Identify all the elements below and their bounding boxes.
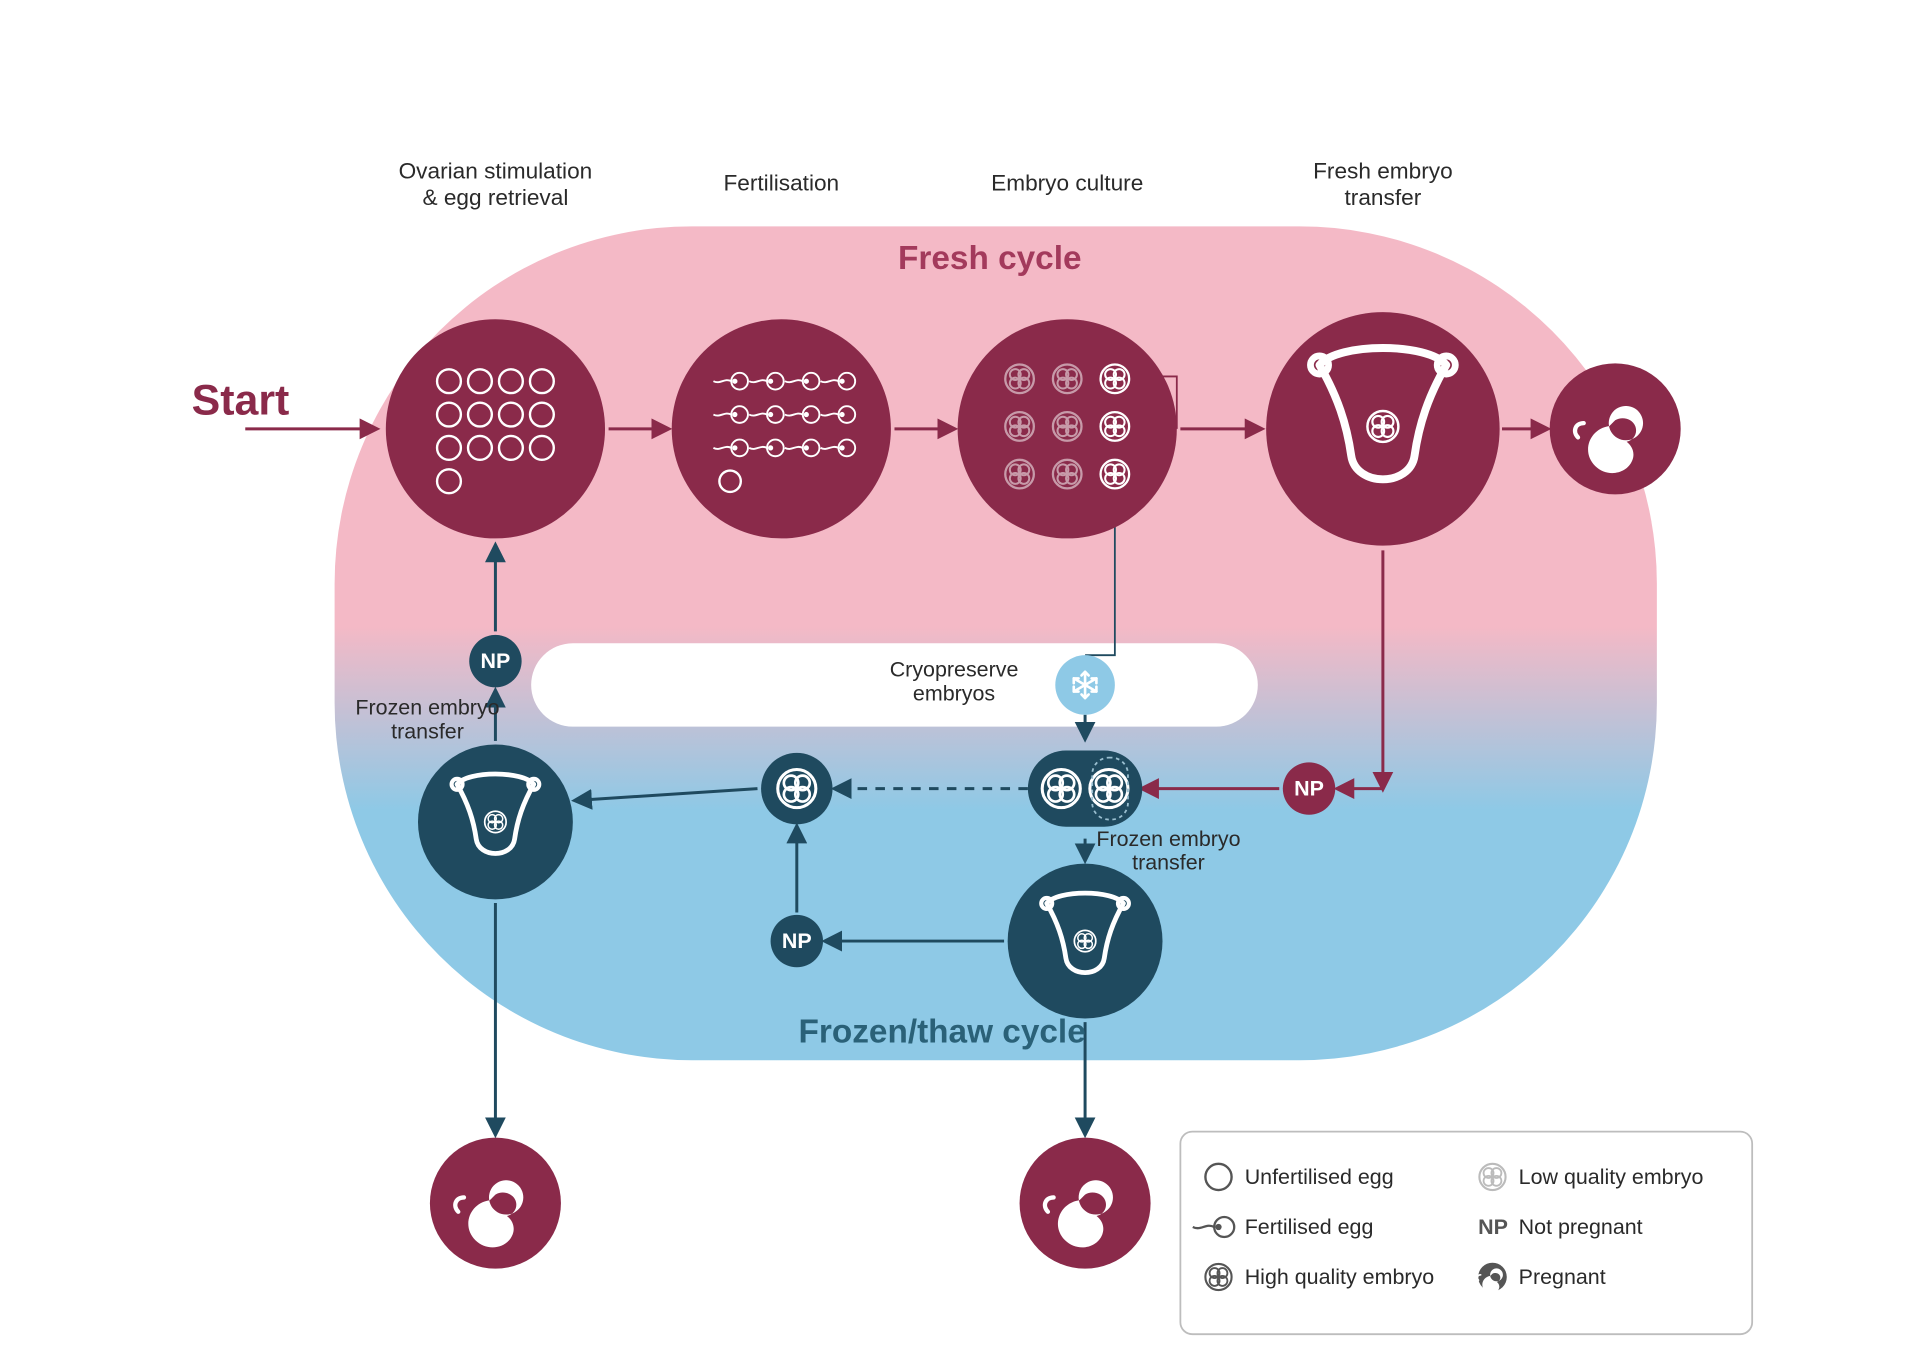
legend-np: Not pregnant [1519,1215,1643,1239]
np-label: NP [481,649,511,673]
node-frozen-transfer-right [1008,864,1163,1019]
cryo-label-l1: Cryopreserve [890,658,1019,682]
node-culture [958,319,1177,538]
np-icon: NP [1478,1215,1508,1239]
legend-lq: Low quality embryo [1519,1165,1704,1189]
stage-fertilisation: Fertilisation [723,171,839,196]
fet-left-l1: Frozen embryo [355,696,499,720]
node-frozen-single [761,753,832,824]
fet-right-l1: Frozen embryo [1096,827,1240,851]
np-label: NP [1294,777,1324,801]
fresh-cycle-title: Fresh cycle [898,240,1082,277]
node-baby-right [1020,1138,1151,1269]
legend-preg: Pregnant [1519,1265,1606,1289]
stage-fresh-l2: transfer [1345,185,1422,210]
cryo-label-l2: embryos [913,681,995,705]
node-frozen-pair [1028,750,1142,826]
np-label: NP [782,929,812,953]
legend-unfertilised: Unfertilised egg [1245,1165,1394,1189]
stage-culture: Embryo culture [991,171,1143,196]
stage-ovarian-l2: & egg retrieval [422,185,568,210]
np-badge-right: NP [1283,762,1335,814]
fet-right-l2: transfer [1132,851,1205,875]
node-ovarian [386,319,605,538]
node-fresh-baby [1550,363,1681,494]
np-badge-mid: NP [771,915,823,967]
node-baby-left [430,1138,561,1269]
ivf-flow-diagram: NP NP NP Start Fresh cycle Frozen/thaw c… [0,0,1920,1358]
cryo-bar [531,643,1258,726]
stage-fresh-l1: Fresh embryo [1313,159,1453,184]
np-badge-top: NP [469,635,521,687]
node-fresh-transfer [1266,312,1499,545]
node-frozen-transfer-left [418,745,573,900]
start-label: Start [192,377,290,425]
node-fertilisation [672,319,891,538]
frozen-cycle-title: Frozen/thaw cycle [799,1013,1086,1050]
stage-ovarian-l1: Ovarian stimulation [399,159,593,184]
legend-hq: High quality embryo [1245,1265,1435,1289]
legend-fertilised: Fertilised egg [1245,1215,1374,1239]
legend: Unfertilised egg Fertilised egg High qua… [1180,1132,1752,1335]
fet-left-l2: transfer [391,720,464,744]
node-snowflake [1055,655,1115,715]
